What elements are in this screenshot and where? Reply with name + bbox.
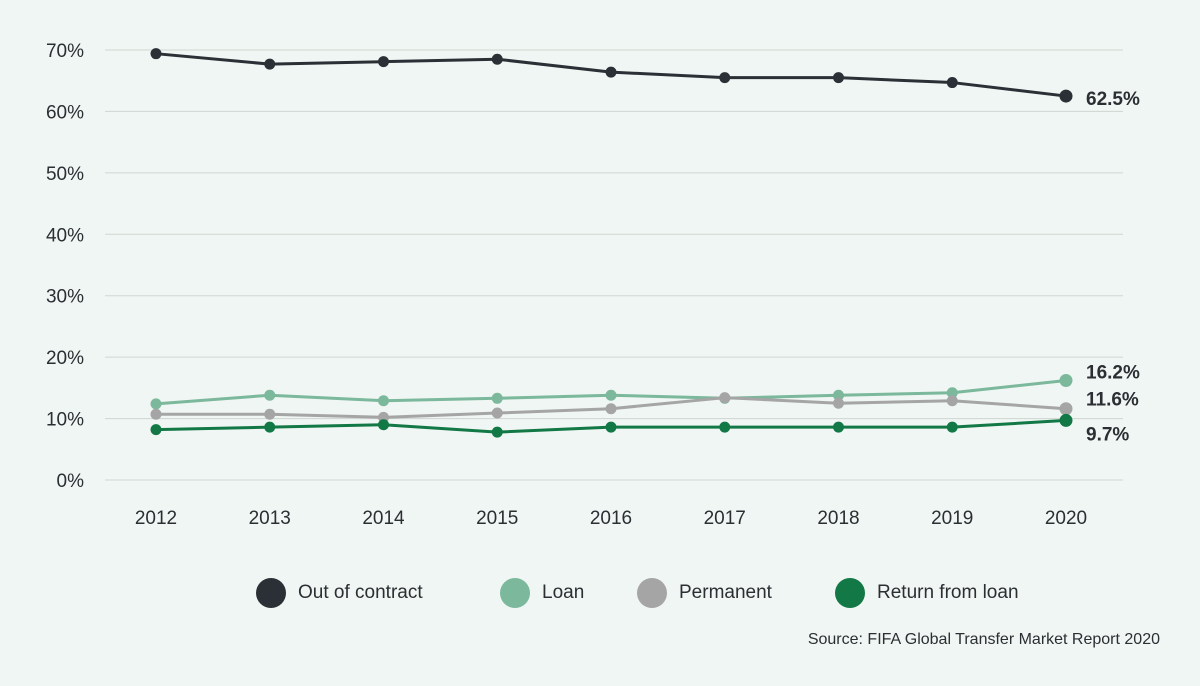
data-point-permanent xyxy=(719,392,731,404)
data-point-permanent xyxy=(605,403,617,415)
data-point-permanent xyxy=(946,395,958,407)
data-point-return-from-loan xyxy=(264,421,276,433)
x-tick-label: 2016 xyxy=(590,508,632,529)
data-point-loan xyxy=(491,392,503,404)
end-label: 62.5% xyxy=(1086,89,1140,110)
data-point-out-of-contract xyxy=(491,53,503,65)
y-tick-label: 40% xyxy=(46,225,84,246)
x-tick-label: 2017 xyxy=(704,508,746,529)
legend: Out of contract Loan Permanent Return fr… xyxy=(0,578,1200,612)
series-return-from-loan xyxy=(150,413,1073,438)
legend-item-return-from-loan: Return from loan xyxy=(835,578,1019,608)
y-tick-label: 70% xyxy=(46,41,84,62)
series-loan xyxy=(150,373,1073,410)
data-point-loan xyxy=(946,387,958,399)
data-point-out-of-contract xyxy=(378,56,389,68)
x-tick-label: 2012 xyxy=(135,508,177,529)
series-out-of-contract xyxy=(150,48,1073,103)
y-tick-label: 0% xyxy=(57,471,85,492)
data-point-out-of-contract xyxy=(264,58,276,70)
y-tick-label: 20% xyxy=(46,348,84,369)
data-point-return-from-loan xyxy=(150,424,162,436)
data-point-loan xyxy=(378,395,389,407)
legend-item-permanent: Permanent xyxy=(637,578,772,608)
data-point-loan xyxy=(150,398,162,410)
data-point-out-of-contract xyxy=(150,48,162,60)
data-point-permanent xyxy=(833,397,844,409)
x-tick-label: 2013 xyxy=(249,508,291,529)
data-point-permanent xyxy=(1059,402,1073,416)
data-point-out-of-contract xyxy=(833,72,844,84)
data-point-return-from-loan xyxy=(946,421,958,433)
x-tick-label: 2015 xyxy=(476,508,518,529)
data-point-loan xyxy=(605,389,617,401)
data-point-permanent xyxy=(491,407,503,419)
x-tick-label: 2014 xyxy=(362,508,405,529)
line-chart: 0% 10% 20% 30% 40% 50% 60% 70% 2012 2013 2014 2015… xyxy=(46,41,1140,529)
y-tick-label: 10% xyxy=(46,410,84,431)
x-tick-label: 2018 xyxy=(817,508,859,529)
legend-label: Return from loan xyxy=(877,582,1019,603)
data-point-out-of-contract xyxy=(719,72,731,84)
y-tick-label: 60% xyxy=(46,102,84,123)
legend-label: Out of contract xyxy=(298,582,423,603)
data-point-return-from-loan xyxy=(605,421,617,433)
legend-item-out-of-contract: Out of contract xyxy=(256,578,423,608)
end-label: 16.2% xyxy=(1086,362,1140,383)
data-point-return-from-loan xyxy=(833,421,844,433)
data-point-loan xyxy=(833,389,844,401)
gridlines xyxy=(105,49,1123,481)
end-label: 11.6% xyxy=(1086,390,1139,411)
legend-swatch-permanent xyxy=(637,578,667,608)
x-axis-ticks: 2012 2013 2014 2015 2016 2017 2018 2019 2020 xyxy=(135,508,1087,529)
legend-swatch-out-of-contract xyxy=(256,578,286,608)
y-tick-label: 30% xyxy=(46,287,84,308)
data-point-return-from-loan xyxy=(378,419,389,431)
x-tick-label: 2020 xyxy=(1045,508,1087,529)
data-point-permanent xyxy=(264,408,276,420)
end-label: 9.7% xyxy=(1086,424,1129,445)
end-labels: 62.5% 16.2% 11.6% 9.7% xyxy=(1086,89,1140,445)
data-point-return-from-loan xyxy=(491,426,503,438)
legend-item-loan: Loan xyxy=(500,578,584,608)
data-point-out-of-contract xyxy=(1059,89,1073,103)
data-point-out-of-contract xyxy=(605,66,617,78)
legend-swatch-return-from-loan xyxy=(835,578,865,608)
data-point-loan xyxy=(264,389,276,401)
y-tick-label: 50% xyxy=(46,164,84,185)
data-point-loan xyxy=(1059,373,1073,387)
legend-label: Loan xyxy=(542,582,585,603)
data-point-return-from-loan xyxy=(1059,413,1073,427)
series-lines xyxy=(150,48,1073,438)
data-point-out-of-contract xyxy=(946,77,958,89)
x-tick-label: 2019 xyxy=(931,508,973,529)
data-point-return-from-loan xyxy=(719,421,731,433)
data-point-permanent xyxy=(150,408,162,420)
y-axis-ticks: 0% 10% 20% 30% 40% 50% 60% 70% xyxy=(46,41,84,492)
source-note: Source: FIFA Global Transfer Market Repo… xyxy=(807,631,1160,648)
legend-label: Permanent xyxy=(679,582,772,603)
legend-swatch-loan xyxy=(500,578,530,608)
